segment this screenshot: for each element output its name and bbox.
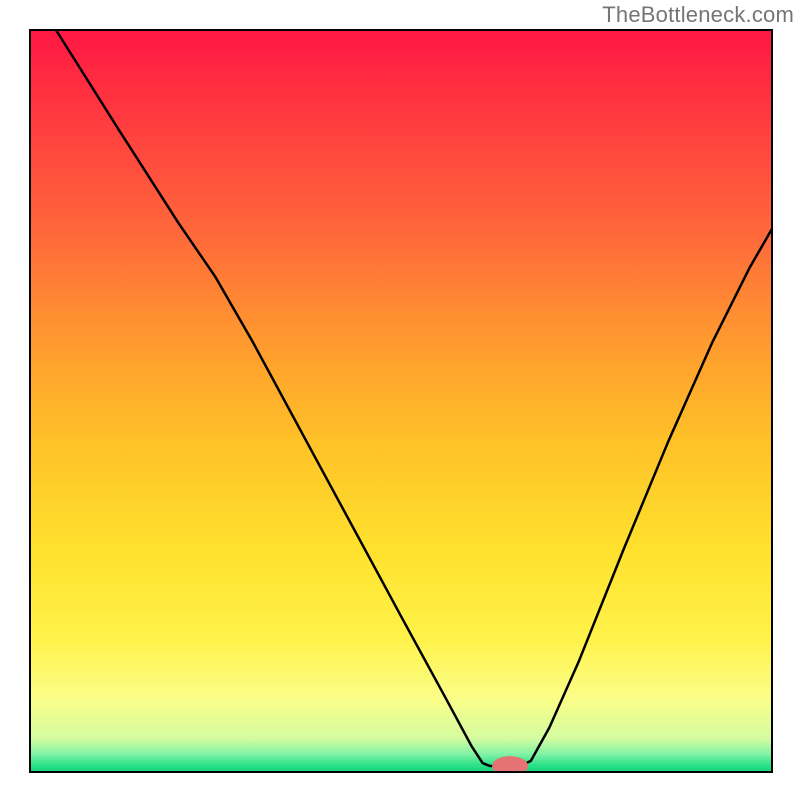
watermark-label: TheBottleneck.com — [602, 2, 794, 28]
chart-container: TheBottleneck.com — [0, 0, 800, 800]
optimal-marker — [492, 756, 528, 776]
bottleneck-chart — [0, 0, 800, 800]
gradient-background — [30, 30, 772, 772]
